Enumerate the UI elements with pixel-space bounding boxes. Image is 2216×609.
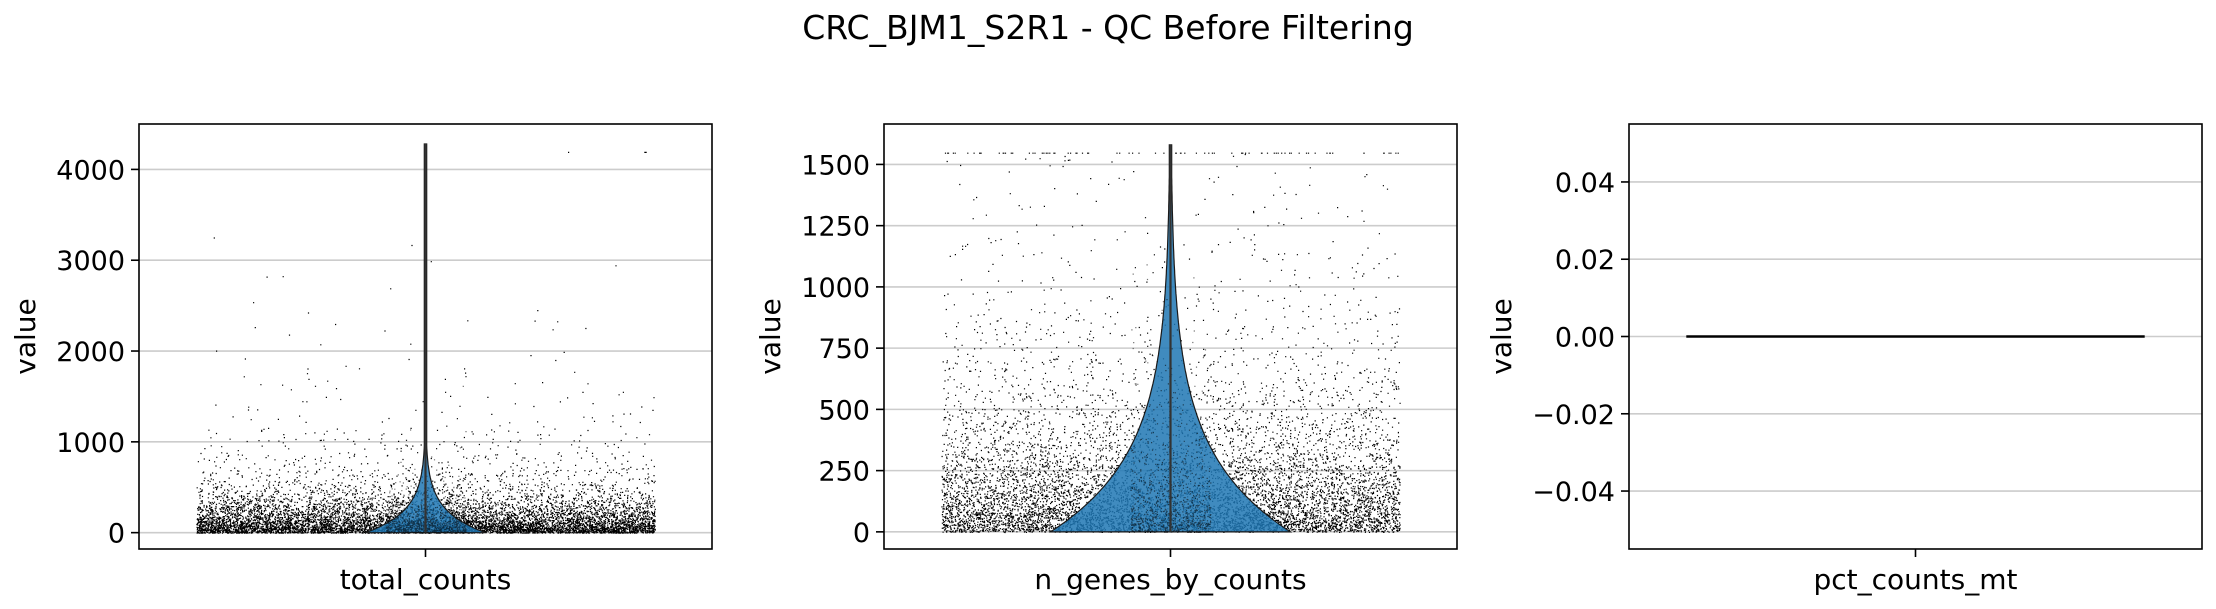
panel-3: −0.04 −0.02 0.00 0.02 0.04 pct_counts_mt value	[1485, 123, 2203, 596]
y-tick-label: 500	[818, 395, 870, 426]
y-tick-label: 0.00	[1555, 323, 1615, 354]
y-axis-label: value	[1485, 298, 1518, 374]
y-axis-label: value	[754, 298, 787, 374]
y-tick-label: 1250	[801, 212, 870, 243]
jitter-points	[196, 151, 656, 534]
x-tick-label: total_counts	[340, 563, 512, 596]
y-tick-label: 4000	[56, 155, 125, 186]
figure-title: CRC_BJM1_S2R1 - QC Before Filtering	[802, 8, 1414, 47]
panel-1: 0 1000 2000 3000 4000 total_counts value	[9, 123, 713, 596]
y-tick-label: 1000	[56, 428, 125, 459]
x-tick-label: n_genes_by_counts	[1034, 563, 1306, 596]
plot-area	[196, 143, 656, 534]
y-tick-label: 1000	[801, 273, 870, 304]
y-tick-label: −0.04	[1532, 477, 1615, 508]
y-axis-label: value	[9, 298, 42, 374]
y-tick-label: 0	[108, 519, 125, 550]
panel-2: 0 250 500 750 1000 1250 1500 n_genes_by_counts v…	[754, 123, 1458, 596]
y-tick-label: 750	[818, 334, 870, 365]
y-tick-label: −0.02	[1532, 400, 1615, 431]
x-tick-label: pct_counts_mt	[1814, 563, 2018, 596]
y-tick-label: 250	[818, 457, 870, 488]
plot-area	[941, 144, 1401, 534]
y-tick-label: 0.02	[1555, 245, 1615, 276]
y-tick-label: 3000	[56, 246, 125, 277]
y-tick-label: 1500	[801, 150, 870, 181]
y-tick-label: 0	[853, 518, 870, 549]
y-tick-label: 2000	[56, 337, 125, 368]
y-tick-label: 0.04	[1555, 168, 1615, 199]
